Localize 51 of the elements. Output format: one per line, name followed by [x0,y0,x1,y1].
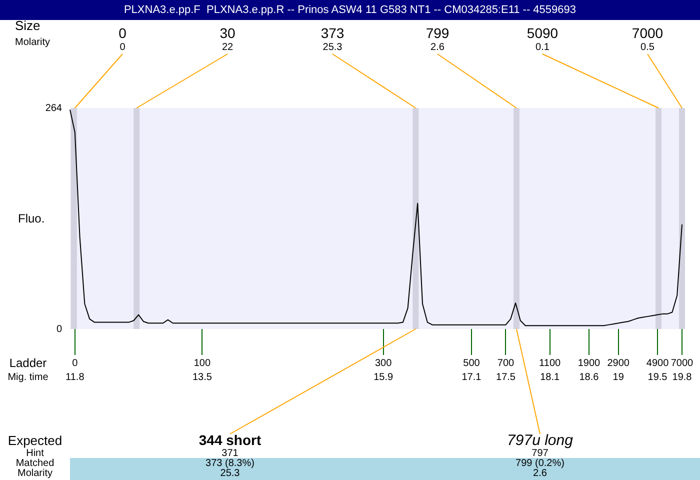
x-tick-label: 100 [194,358,211,369]
text: 344 short [198,432,262,448]
text: 2.6 [533,468,548,479]
text: 25.3 [220,468,240,479]
y-axis-title: Fluo. [18,212,45,226]
x-tick-label: 1100 [539,358,561,369]
text: Expected [8,433,62,448]
text: Size [15,18,40,33]
text: 0.5 [640,42,655,53]
text: 799 (0.2%) [516,458,564,469]
x-tick-label: 7000 [670,358,694,369]
text: 25.3 [322,42,343,53]
text: Molarity [15,37,50,48]
text: 18.6 [579,372,600,383]
text: Hint [26,448,44,459]
text: Mig. time [8,372,49,383]
x-tick-label: 300 [375,358,392,369]
x-tick-label: 500 [463,358,480,369]
x-tick-label: 1900 [578,358,601,369]
text: 373 (8.3%) [206,458,254,469]
text: Matched [16,458,54,469]
text: 371 [222,448,239,459]
x-tick-label: 700 [497,358,515,369]
text: 30 [220,25,236,41]
text: 797u long [507,432,574,449]
x-tick-label: 0 [72,358,78,369]
text: 7000 [632,25,664,41]
text: 2.6 [430,42,445,53]
text: Molarity [17,468,53,479]
text: 19 [612,372,624,383]
annotation: 0 [120,42,126,53]
text: 0.1 [536,42,550,53]
text: 797 [532,448,549,459]
x-tick-label: 2900 [607,358,630,369]
x-tick-label: 4900 [646,358,670,369]
text: 5090 [526,25,558,41]
text: 13.5 [192,372,212,383]
text: 17.5 [496,372,516,383]
text: 19.8 [672,372,692,383]
chart-title: PLXNA3.e.pp.F PLXNA3.e.pp.R -- Prinos ASW4 11 G583 NT1 -- CM034285:E11 -- 4559693 [124,4,576,16]
text: 15.9 [374,372,394,383]
text: 22 [222,42,234,53]
text: Ladder [9,356,47,370]
text: 799 [426,25,450,41]
text: 18.1 [540,372,560,383]
y-tick-label: 264 [45,102,62,114]
text: 19.5 [648,372,668,383]
text: 17.1 [462,372,482,383]
text: 373 [320,25,344,41]
text: 0 [118,25,127,41]
text: 11.8 [66,372,85,383]
